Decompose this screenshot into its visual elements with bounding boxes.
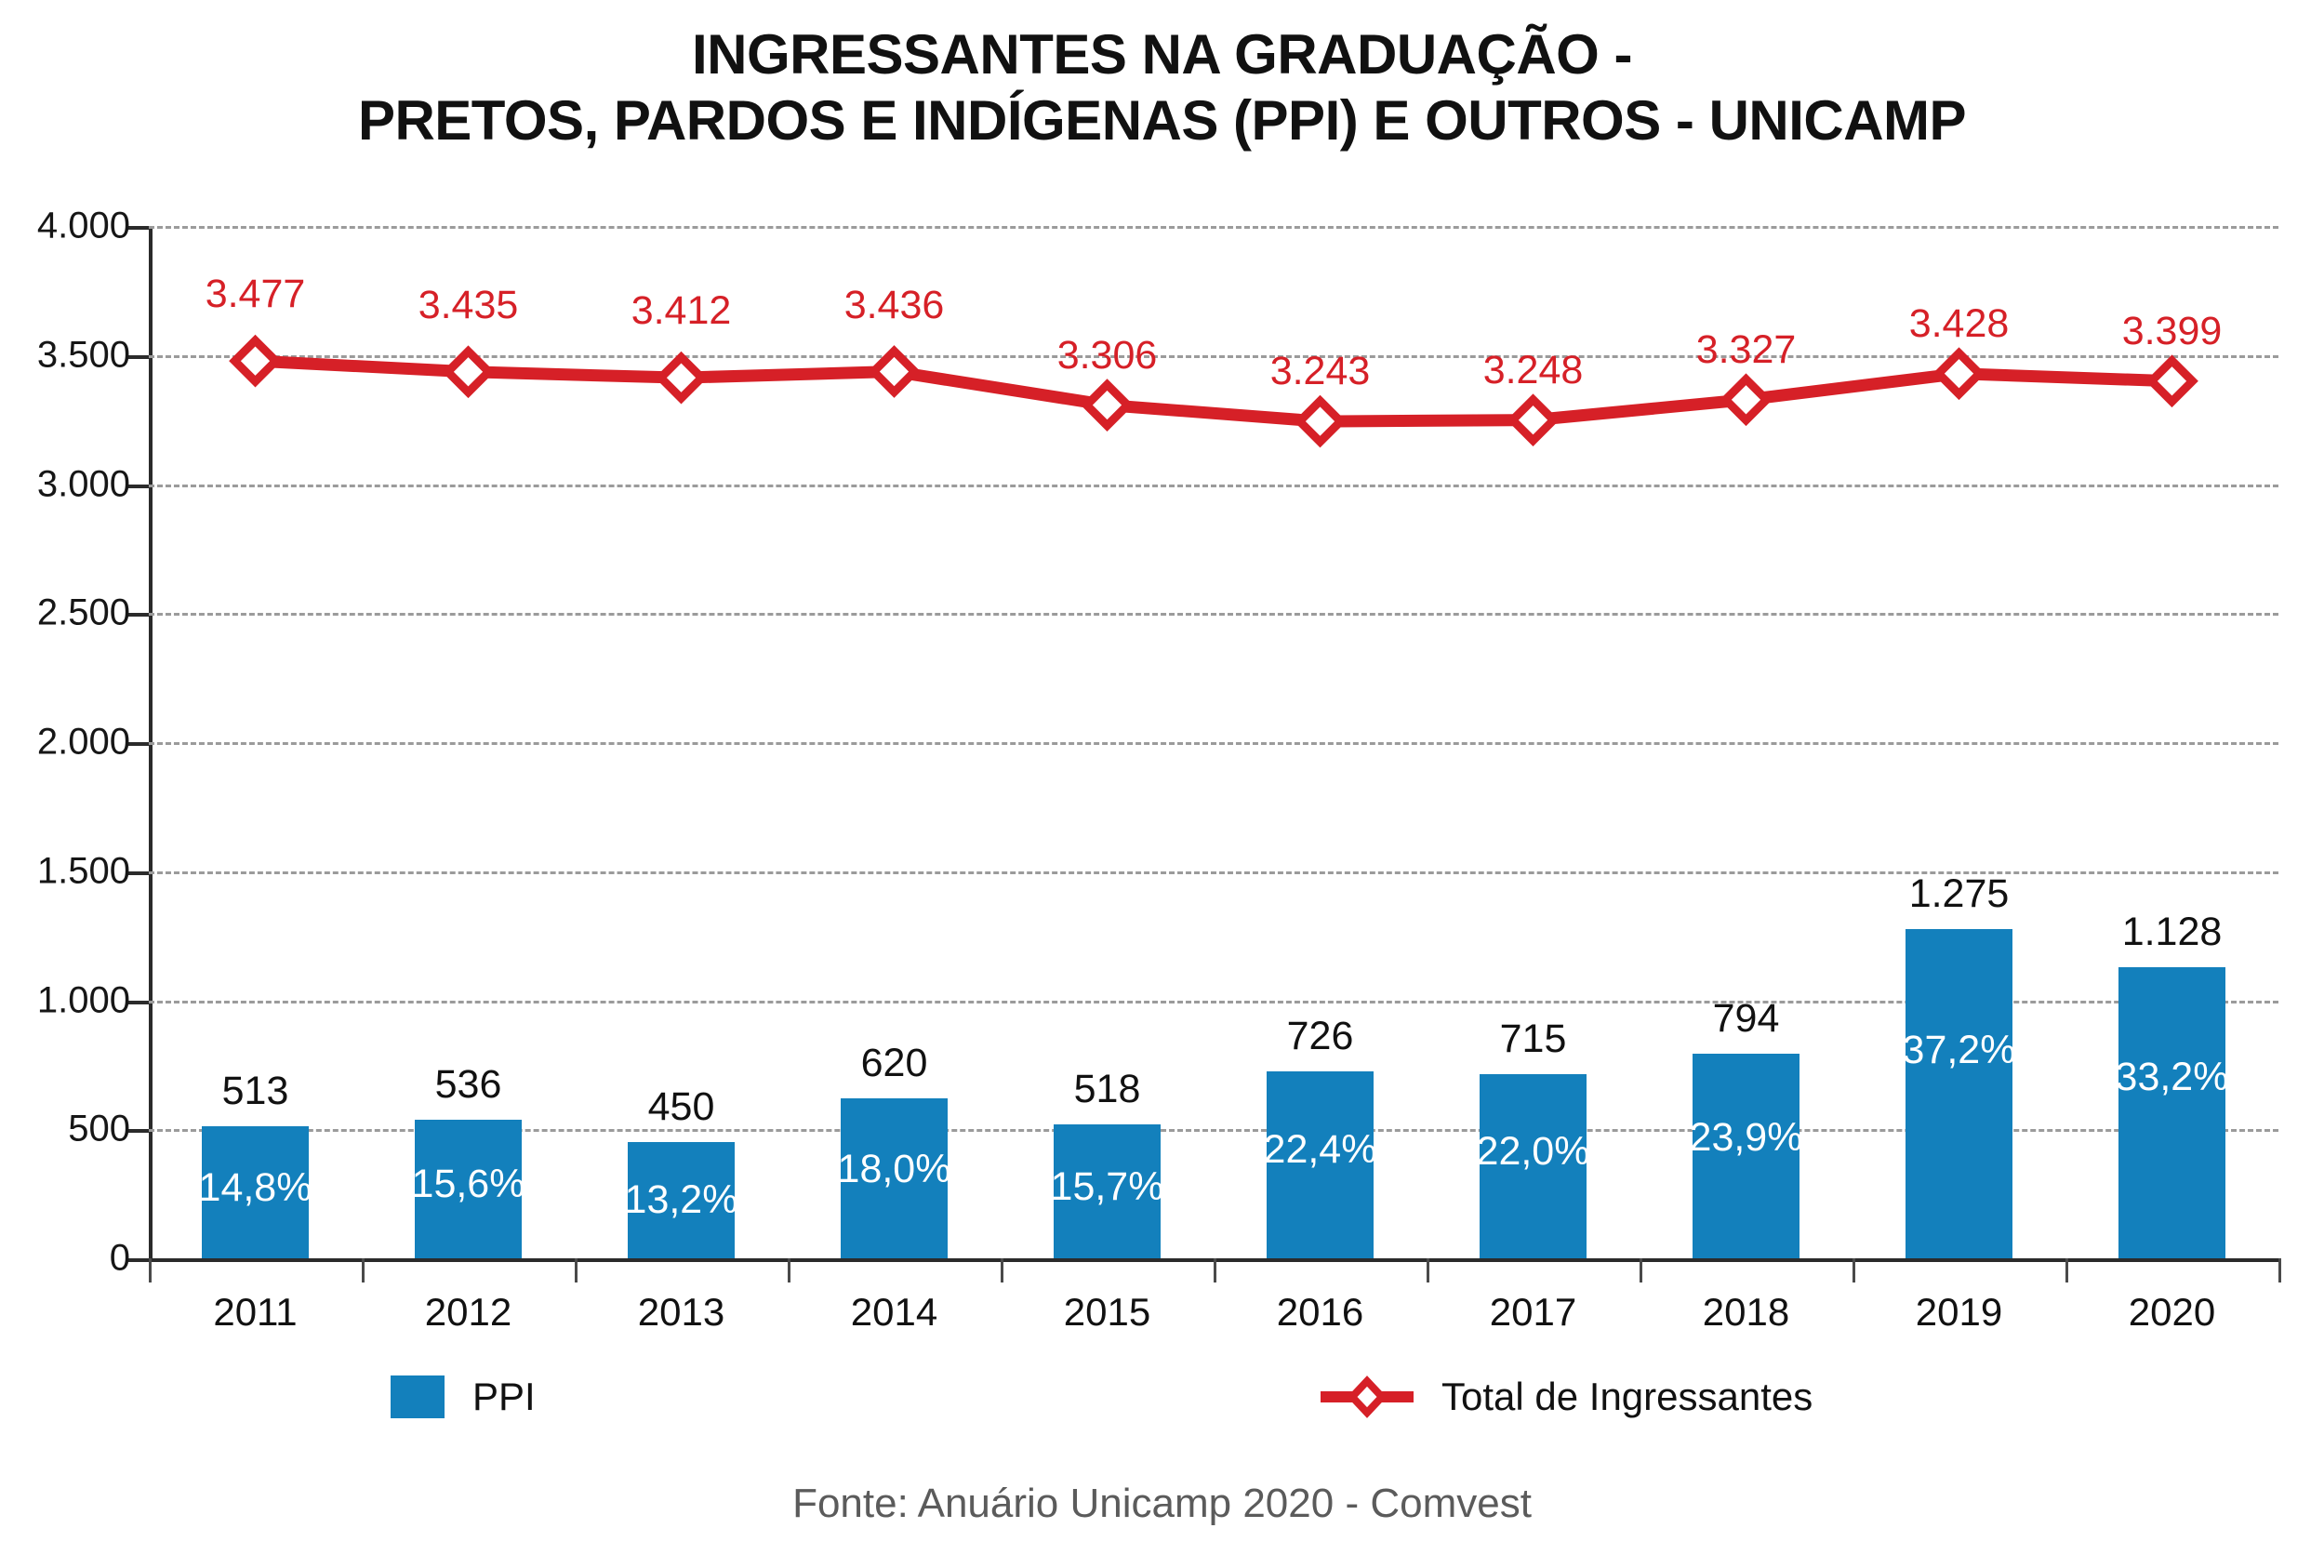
plot-area: 513 14,8% 536 15,6% 450 13,2% 620 18,0% 518 15,7%… — [128, 226, 2278, 1262]
bar-ppi-2018[interactable] — [1693, 1053, 1799, 1258]
y-axis-tick — [128, 354, 149, 359]
legend-item-total-ingressantes[interactable]: Total de Ingressantes — [1321, 1375, 1813, 1419]
y-axis-label: 0 — [109, 1237, 130, 1279]
x-axis-tick — [1001, 1258, 1003, 1282]
x-axis-tick — [1640, 1258, 1642, 1282]
y-axis-label: 2.500 — [36, 591, 130, 633]
x-axis-tick — [575, 1258, 578, 1282]
gridline — [149, 742, 2278, 745]
y-axis-tick — [128, 1129, 149, 1134]
gridline — [149, 870, 2278, 874]
y-axis-label: 3.500 — [36, 334, 130, 376]
x-axis: 2011 2012 2013 2014 2015 2016 2017 2018 2019 2020 — [149, 1258, 2281, 1342]
y-axis-tick — [128, 226, 149, 230]
y-axis-tick — [128, 742, 149, 746]
y-axis-tick — [128, 613, 149, 618]
chart-title-line-1: INGRESSANTES NA GRADUAÇÃO - — [692, 23, 1632, 86]
x-axis-label-2019: 2019 — [1915, 1290, 2003, 1334]
bar-ppi-2014[interactable] — [841, 1097, 948, 1258]
gridline — [149, 226, 2278, 229]
bar-ppi-2020[interactable] — [2118, 966, 2225, 1258]
legend-bar-swatch-icon — [391, 1375, 445, 1418]
bar-ppi-2015[interactable] — [1054, 1124, 1161, 1258]
bar-ppi-2012[interactable] — [415, 1120, 522, 1258]
x-axis-tick — [2065, 1258, 2068, 1282]
x-axis-label-2013: 2013 — [637, 1290, 725, 1334]
x-axis-tick — [788, 1258, 790, 1282]
chart-legend: PPI Total de Ingressantes — [0, 1375, 2324, 1449]
gridline — [149, 613, 2278, 617]
bar-ppi-2017[interactable] — [1480, 1073, 1587, 1258]
bar-ppi-2019[interactable] — [1906, 929, 2012, 1258]
y-axis-tick — [128, 1258, 149, 1262]
y-axis-label: 1.500 — [36, 850, 130, 892]
x-axis-tick — [1214, 1258, 1216, 1282]
x-axis-tick — [1427, 1258, 1429, 1282]
y-axis-tick — [128, 484, 149, 488]
x-axis-label-2017: 2017 — [1489, 1290, 1577, 1334]
x-axis-label-2015: 2015 — [1063, 1290, 1151, 1334]
y-axis-label: 1.000 — [36, 979, 130, 1020]
legend-label: Total de Ingressantes — [1441, 1375, 1813, 1418]
y-axis-tick — [128, 870, 149, 875]
bars-layer — [149, 226, 2278, 1258]
x-axis-tick — [362, 1258, 365, 1282]
y-axis-tick — [128, 1000, 149, 1004]
gridline — [149, 484, 2278, 487]
chart-title-line-2: PRETOS, PARDOS E INDÍGENAS (PPI) E OUTRO… — [357, 88, 1967, 152]
legend-line-diamond-icon — [1321, 1375, 1414, 1418]
gridline — [149, 1000, 2278, 1003]
x-axis-label-2020: 2020 — [2128, 1290, 2216, 1334]
x-axis-label-2012: 2012 — [424, 1290, 512, 1334]
x-axis-label-2014: 2014 — [850, 1290, 938, 1334]
bar-ppi-2016[interactable] — [1267, 1070, 1374, 1258]
bar-ppi-2013[interactable] — [628, 1142, 735, 1258]
x-axis-label-2011: 2011 — [213, 1290, 298, 1334]
x-axis-label-2018: 2018 — [1702, 1290, 1790, 1334]
gridline — [149, 1129, 2278, 1133]
bar-ppi-2011[interactable] — [202, 1125, 309, 1258]
x-axis-label-2016: 2016 — [1276, 1290, 1364, 1334]
legend-label: PPI — [472, 1375, 536, 1418]
x-axis-tick — [1853, 1258, 1855, 1282]
y-axis-label: 2.000 — [36, 721, 130, 763]
source-note: Fonte: Anuário Unicamp 2020 - Comvest — [792, 1481, 1532, 1526]
legend-item-ppi[interactable]: PPI — [391, 1375, 536, 1419]
x-axis-tick — [149, 1258, 152, 1282]
y-axis-label: 4.000 — [36, 205, 130, 246]
y-axis-label: 3.000 — [36, 463, 130, 504]
y-axis-label: 500 — [68, 1108, 130, 1149]
x-axis-tick — [2278, 1258, 2281, 1282]
chart-title: INGRESSANTES NA GRADUAÇÃO - PRETOS, PARD… — [0, 22, 2324, 154]
